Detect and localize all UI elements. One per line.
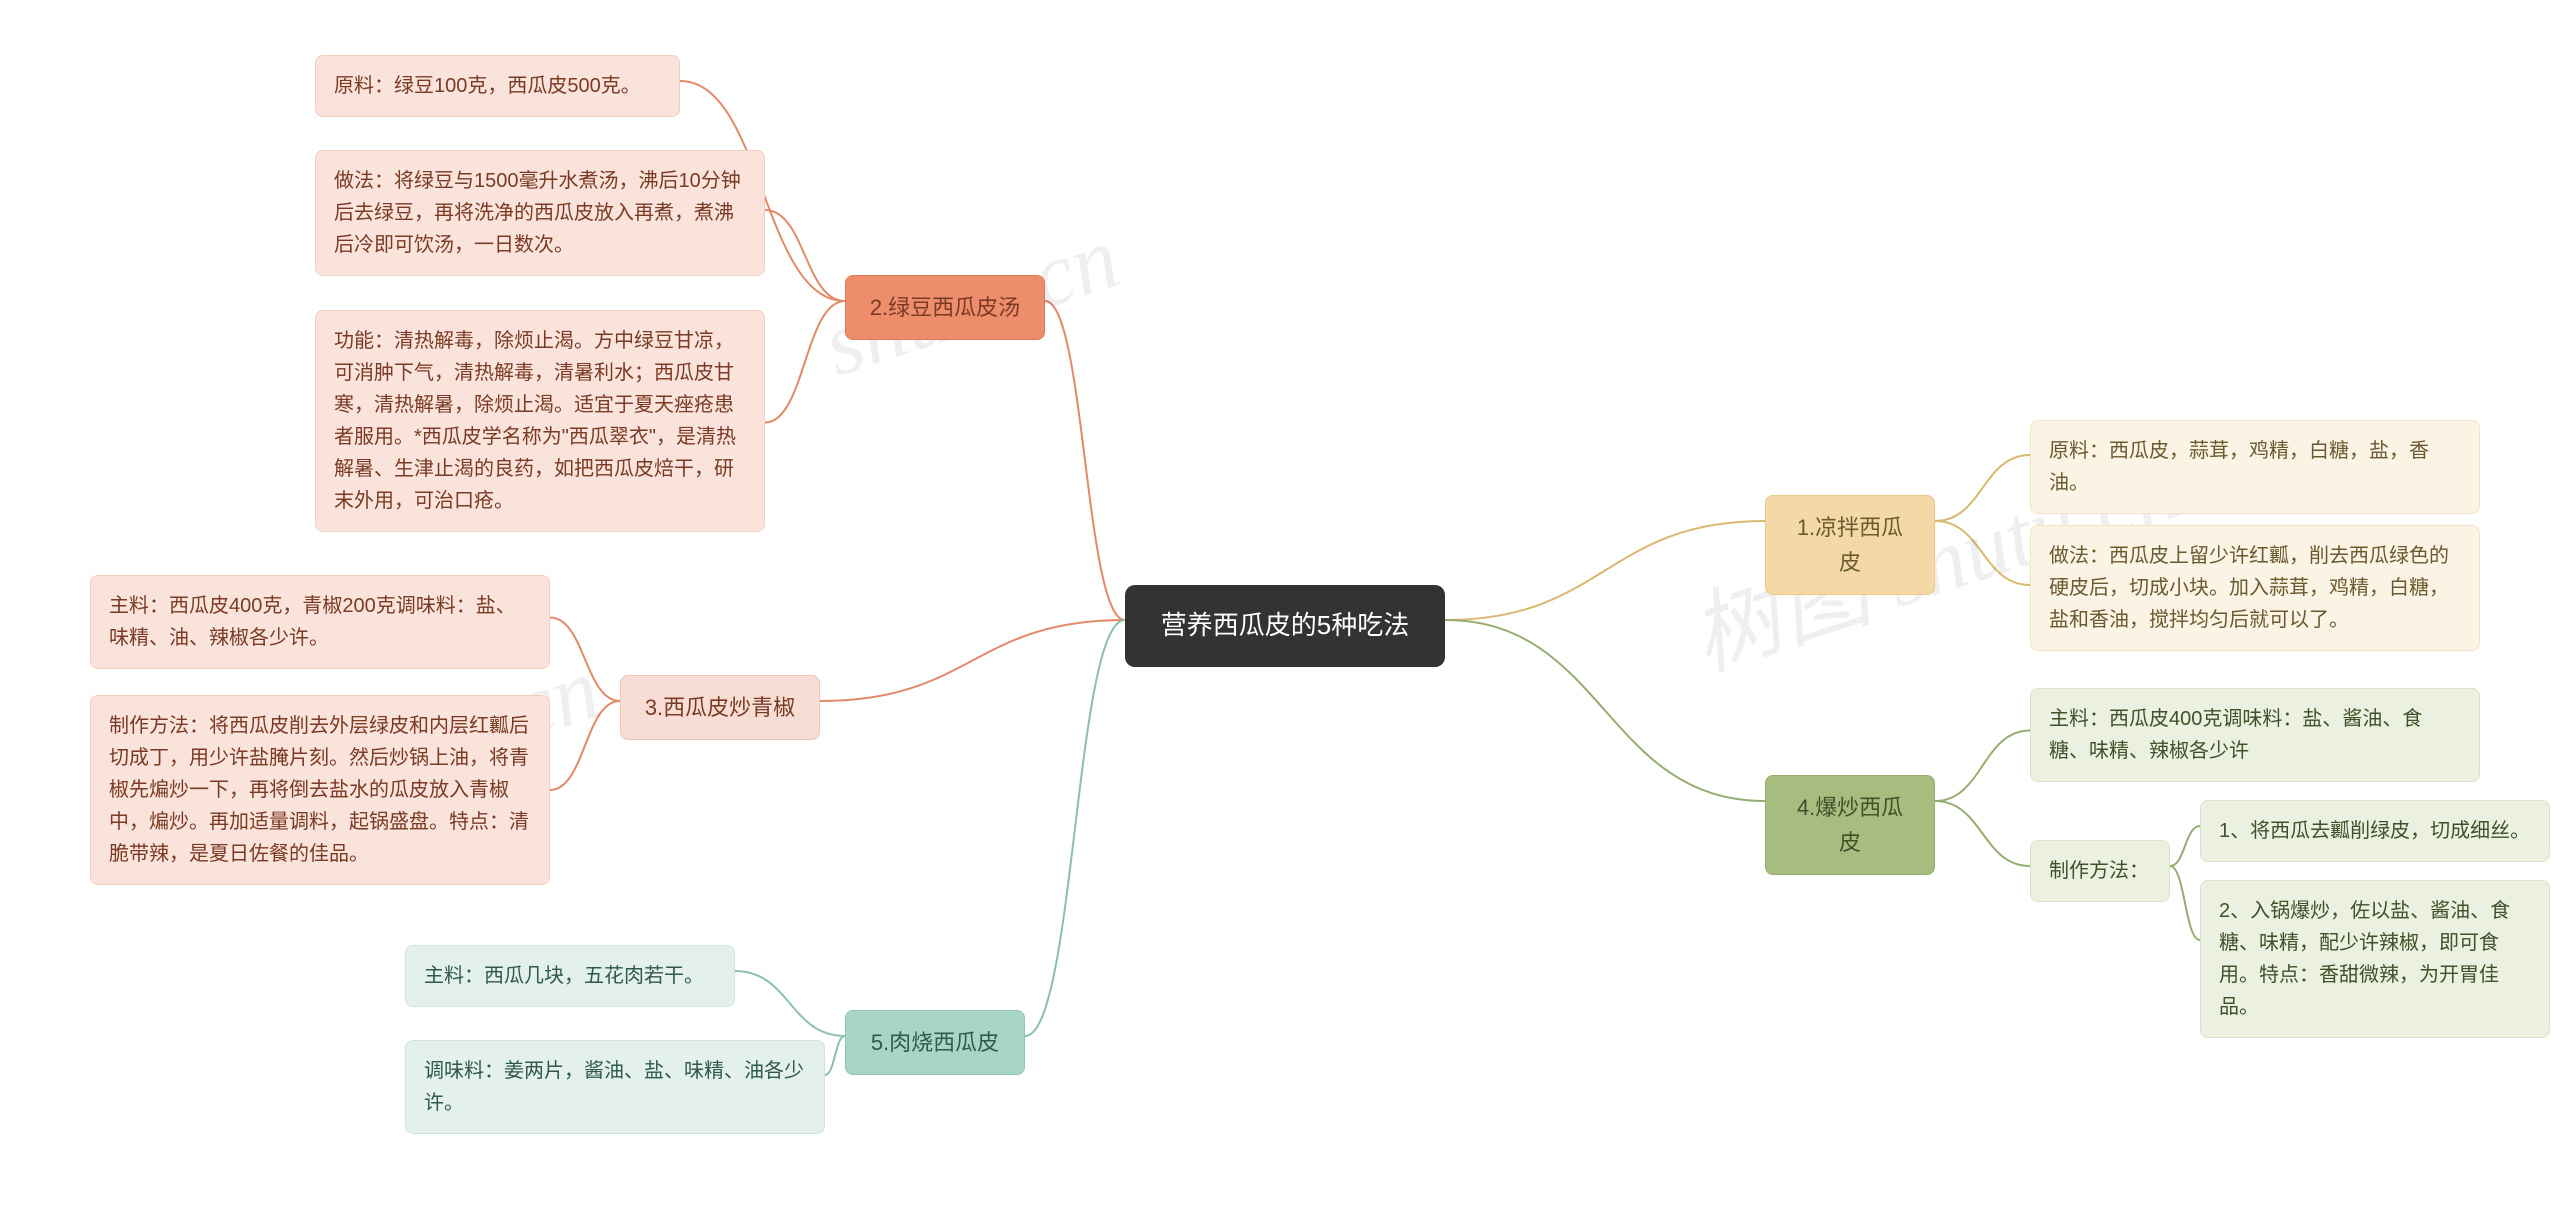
leaf-node[interactable]: 制作方法： [2030,840,2170,902]
branch-node[interactable]: 1.凉拌西瓜皮 [1765,495,1935,595]
leaf-node[interactable]: 2、入锅爆炒，佐以盐、酱油、食糖、味精，配少许辣椒，即可食用。特点：香甜微辣，为… [2200,880,2550,1038]
leaf-node[interactable]: 主料：西瓜几块，五花肉若干。 [405,945,735,1007]
branch-node[interactable]: 5.肉烧西瓜皮 [845,1010,1025,1075]
leaf-node[interactable]: 主料：西瓜皮400克调味料：盐、酱油、食糖、味精、辣椒各少许 [2030,688,2480,782]
leaf-node[interactable]: 调味料：姜两片，酱油、盐、味精、油各少许。 [405,1040,825,1134]
branch-node[interactable]: 3.西瓜皮炒青椒 [620,675,820,740]
leaf-node[interactable]: 制作方法：将西瓜皮削去外层绿皮和内层红瓤后切成丁，用少许盐腌片刻。然后炒锅上油，… [90,695,550,885]
root-node[interactable]: 营养西瓜皮的5种吃法 [1125,585,1445,667]
leaf-node[interactable]: 原料：西瓜皮，蒜茸，鸡精，白糖，盐，香油。 [2030,420,2480,514]
leaf-node[interactable]: 原料：绿豆100克，西瓜皮500克。 [315,55,680,117]
leaf-node[interactable]: 做法：将绿豆与1500毫升水煮汤，沸后10分钟后去绿豆，再将洗净的西瓜皮放入再煮… [315,150,765,276]
leaf-node[interactable]: 做法：西瓜皮上留少许红瓤，削去西瓜绿色的硬皮后，切成小块。加入蒜茸，鸡精，白糖，… [2030,525,2480,651]
branch-node[interactable]: 4.爆炒西瓜皮 [1765,775,1935,875]
mindmap-canvas: 树图 shutu.cn 树图 shutu.cn shutu.cn 营养西瓜皮的5… [0,0,2560,1232]
leaf-node[interactable]: 主料：西瓜皮400克，青椒200克调味料：盐、味精、油、辣椒各少许。 [90,575,550,669]
branch-node[interactable]: 2.绿豆西瓜皮汤 [845,275,1045,340]
leaf-node[interactable]: 1、将西瓜去瓤削绿皮，切成细丝。 [2200,800,2550,862]
leaf-node[interactable]: 功能：清热解毒，除烦止渴。方中绿豆甘凉，可消肿下气，清热解毒，清暑利水；西瓜皮甘… [315,310,765,532]
